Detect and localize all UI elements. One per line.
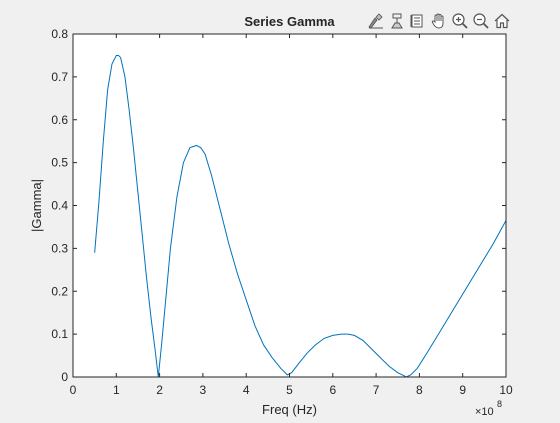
axes-toolbar: [366, 10, 512, 32]
x-tick-label: 9: [459, 383, 466, 397]
pan-hand-icon[interactable]: [429, 10, 449, 32]
x-tick-label: 8: [416, 383, 423, 397]
y-tick-label: 0: [61, 370, 68, 384]
y-tick-label: 0.6: [51, 113, 68, 127]
x-tick-label: 10: [499, 383, 513, 397]
x-tick-label: 2: [156, 383, 163, 397]
brush-edit-icon[interactable]: [366, 10, 386, 32]
y-tick-label: 0.3: [51, 241, 68, 255]
zoom-in-icon[interactable]: [450, 10, 470, 32]
x-exponent-power: 8: [497, 399, 502, 409]
x-tick-label: 0: [70, 383, 77, 397]
y-tick-label: 0.8: [51, 27, 68, 41]
y-tick-label: 0.4: [51, 199, 68, 213]
y-tick-label: 0.5: [51, 156, 68, 170]
series-line: [94, 54, 507, 378]
rotate-icon[interactable]: [408, 10, 428, 32]
chart-title: Series Gamma: [244, 14, 335, 29]
x-tick-label: 6: [329, 383, 336, 397]
x-tick-label: 7: [373, 383, 380, 397]
x-tick-label: 1: [113, 383, 120, 397]
y-tick-label: 0.7: [51, 70, 68, 84]
x-exponent-label: ×10: [475, 406, 494, 418]
data-tip-icon[interactable]: [387, 10, 407, 32]
axes-background: [73, 34, 506, 377]
y-tick-label: 0.2: [51, 284, 68, 298]
y-axis-label: |Gamma|: [29, 179, 44, 232]
x-tick-label: 4: [243, 383, 250, 397]
x-axis-label: Freq (Hz): [262, 402, 317, 417]
zoom-out-icon[interactable]: [471, 10, 491, 32]
y-tick-label: 0.1: [51, 327, 68, 341]
home-icon[interactable]: [492, 10, 512, 32]
x-tick-label: 5: [286, 383, 293, 397]
x-tick-label: 3: [200, 383, 207, 397]
